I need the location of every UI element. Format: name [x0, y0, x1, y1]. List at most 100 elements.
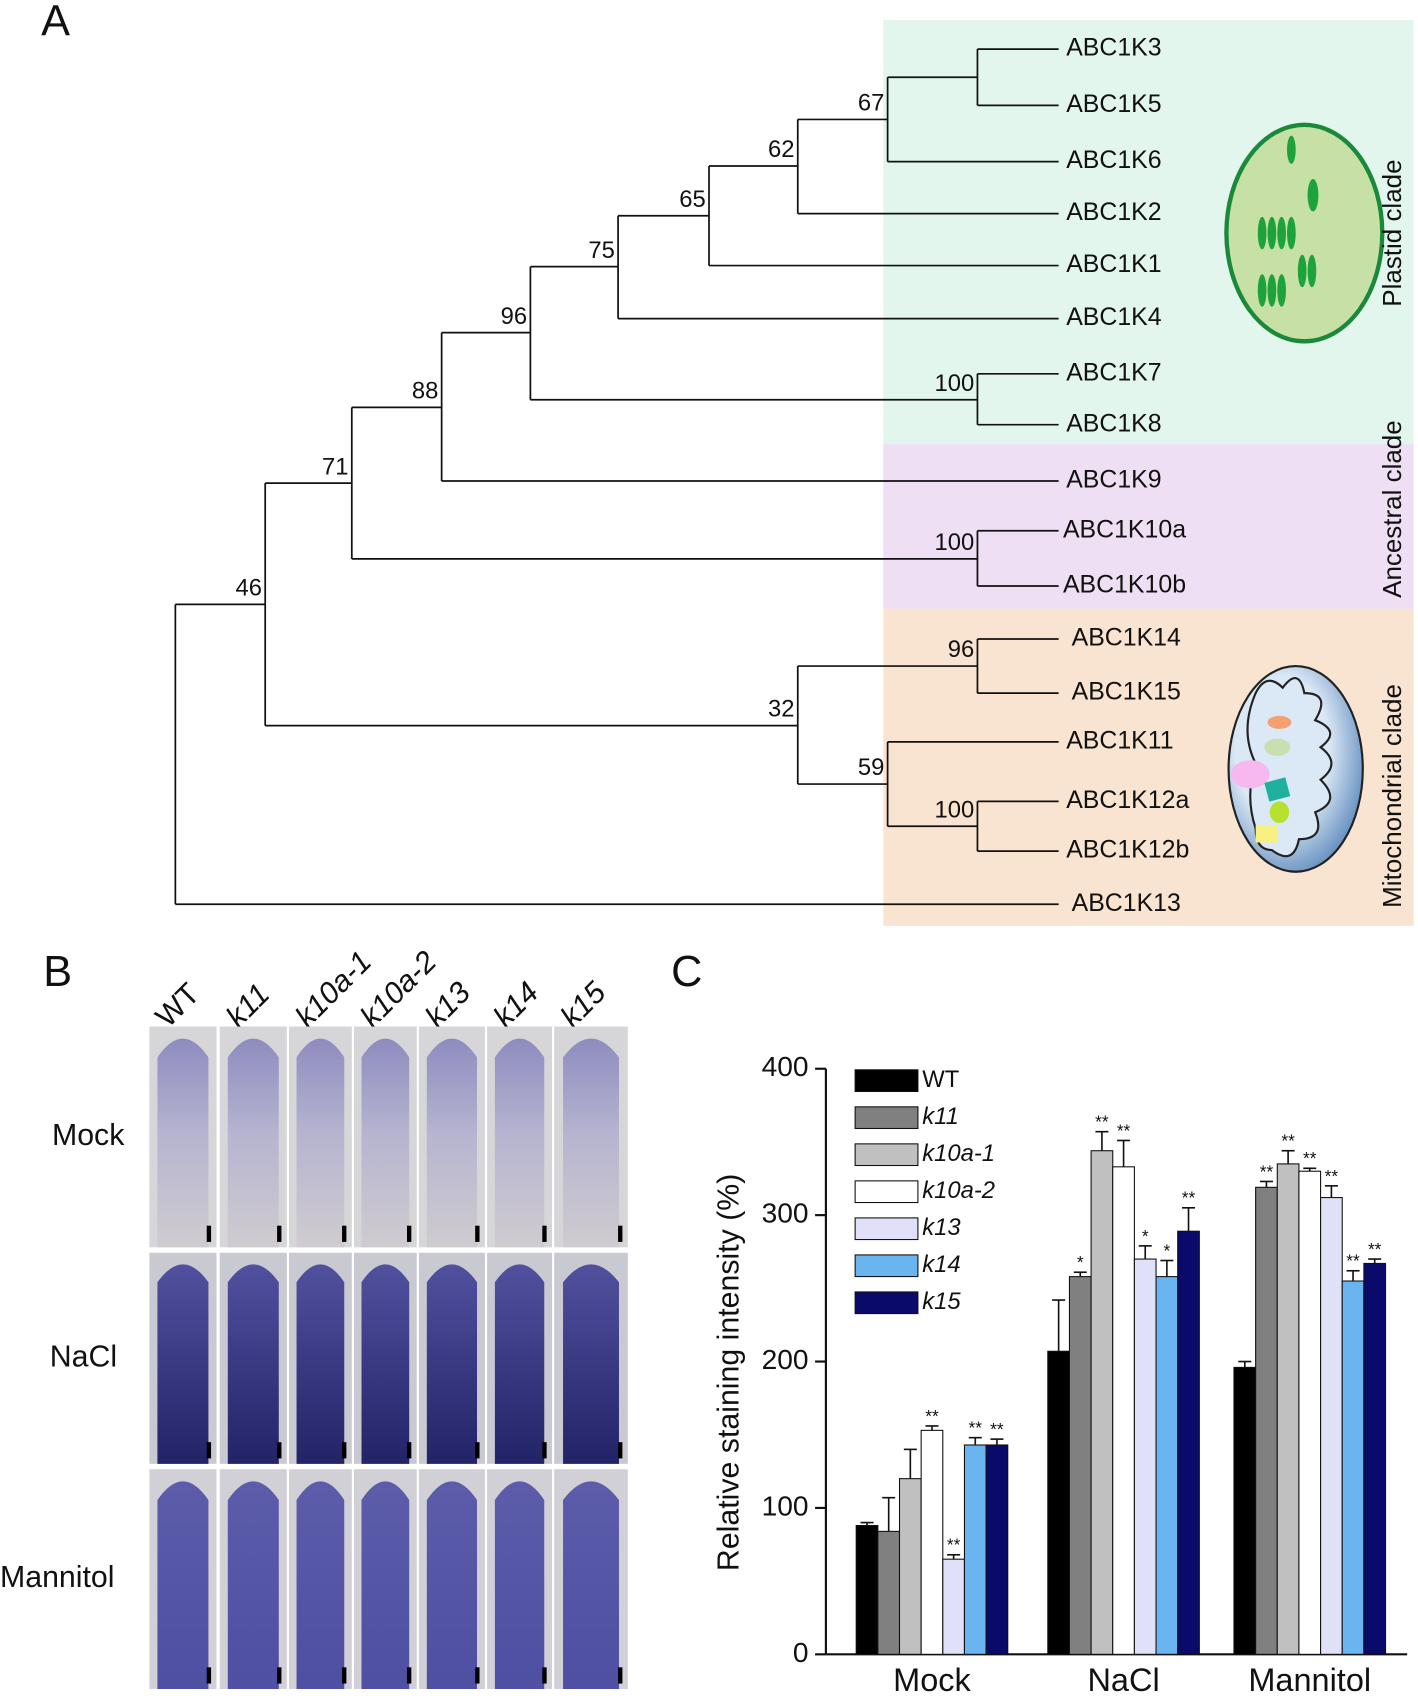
scale-bar — [618, 1667, 623, 1684]
root — [494, 1038, 545, 1248]
scale-bar — [342, 1225, 347, 1242]
significance: * — [1164, 1240, 1171, 1260]
tree: ABC1K3 ABC1K5 ABC1K6 ABC1K2 ABC1K1 ABC1K4 ABC1… — [174, 34, 1189, 917]
panel-c: 0 100 200 300 400 Relative staining intensity… — [713, 1051, 1408, 1698]
significance: ** — [1281, 1131, 1295, 1151]
root-image — [219, 1026, 287, 1248]
bar — [1133, 1258, 1157, 1655]
panel-label: B — [43, 948, 72, 996]
legend-swatch — [854, 1106, 919, 1130]
bar — [942, 1558, 965, 1655]
y-tick-label: 0 — [793, 1637, 809, 1668]
scale-bar — [342, 1442, 347, 1459]
y-axis-label: Relative staining intensity (%) — [713, 1174, 746, 1571]
significance: * — [1077, 1252, 1084, 1272]
bootstrap-value: 96 — [948, 636, 974, 663]
leaf-label: ABC1K15 — [1072, 678, 1181, 706]
significance: ** — [1303, 1148, 1317, 1168]
bootstrap-value: 65 — [679, 186, 705, 213]
legend-label: k15 — [922, 1288, 961, 1315]
bar — [898, 1478, 922, 1655]
legend-swatch — [854, 1180, 919, 1204]
legend-swatch — [854, 1254, 919, 1278]
bootstrap-value: 71 — [322, 453, 348, 480]
genotype-label: k15 — [554, 976, 612, 1034]
clade-label: Plastid clade — [1377, 159, 1407, 306]
legend-label: k14 — [922, 1251, 960, 1278]
scale-bar — [406, 1667, 412, 1684]
x-tick-label: Mannitol — [1248, 1662, 1371, 1698]
bar — [1233, 1366, 1257, 1655]
leaf-label: ABC1K14 — [1072, 624, 1181, 652]
root-image — [487, 1252, 553, 1464]
chloroplast-icon — [1224, 122, 1385, 344]
bar — [985, 1444, 1009, 1655]
legend-label: k10a-1 — [922, 1140, 995, 1167]
significance: ** — [1260, 1161, 1274, 1181]
root — [296, 1481, 345, 1689]
leaf-label: ABC1K12a — [1066, 786, 1189, 814]
root — [361, 1481, 410, 1689]
root-image — [418, 1026, 485, 1248]
bootstrap-value: 59 — [858, 754, 884, 781]
root-image — [219, 1252, 287, 1464]
treatment-label: Mock — [52, 1119, 125, 1152]
bar — [1298, 1170, 1322, 1655]
leaf-label: ABC1K2 — [1066, 198, 1161, 226]
root-image — [149, 1026, 217, 1248]
root-image — [418, 1469, 485, 1689]
genotype-label: k14 — [487, 976, 545, 1034]
bootstrap-value: 62 — [768, 136, 794, 163]
genotype-label: k13 — [419, 976, 477, 1034]
significance: ** — [1346, 1251, 1360, 1271]
root-image — [149, 1469, 217, 1689]
scale-bar — [618, 1225, 623, 1242]
bar — [1341, 1280, 1365, 1655]
significance: ** — [1368, 1239, 1382, 1259]
root — [563, 1038, 619, 1248]
root-image — [554, 1469, 628, 1689]
scale-bar — [542, 1667, 547, 1684]
scale-bar — [618, 1442, 623, 1459]
clade-label: Ancestral clade — [1377, 420, 1407, 598]
bootstrap-value: 67 — [858, 90, 884, 117]
root-image — [487, 1026, 553, 1248]
y-tick-label: 400 — [762, 1051, 809, 1082]
scale-bar — [277, 1667, 282, 1684]
leaf-label: ABC1K9 — [1066, 466, 1161, 494]
root — [361, 1038, 410, 1248]
bootstrap-value: 46 — [235, 575, 261, 602]
significance: ** — [990, 1419, 1004, 1439]
leaf-label: ABC1K11 — [1066, 726, 1173, 754]
significance: ** — [1325, 1166, 1339, 1186]
bootstrap-value: 100 — [934, 529, 974, 556]
root-image — [353, 1469, 417, 1689]
root — [361, 1264, 410, 1464]
root — [494, 1264, 545, 1464]
root-image — [289, 1026, 352, 1248]
bar — [1090, 1150, 1114, 1655]
leaf-label: ABC1K1 — [1066, 250, 1161, 278]
significance: * — [1142, 1226, 1149, 1246]
root — [426, 1038, 478, 1248]
legend-label: k11 — [922, 1103, 959, 1130]
leaf-label: ABC1K10b — [1063, 571, 1186, 599]
bar — [1068, 1276, 1092, 1655]
root-image — [554, 1026, 628, 1248]
significance: ** — [925, 1406, 939, 1426]
treatment-label: NaCl — [50, 1340, 117, 1373]
scale-bar — [206, 1667, 212, 1684]
bar — [1177, 1230, 1200, 1655]
panel-label: C — [671, 948, 702, 996]
genotype-label: k11 — [220, 978, 276, 1034]
leaf-label: ABC1K6 — [1066, 146, 1161, 174]
bootstrap-value: 100 — [934, 796, 974, 823]
leaf-label: ABC1K4 — [1066, 303, 1162, 331]
bar — [1155, 1276, 1179, 1655]
significance: ** — [1095, 1112, 1109, 1132]
root-image — [487, 1469, 553, 1689]
clade-label: Mitochondrial clade — [1377, 684, 1407, 908]
y-tick-label: 100 — [762, 1490, 809, 1521]
bar — [963, 1444, 987, 1655]
